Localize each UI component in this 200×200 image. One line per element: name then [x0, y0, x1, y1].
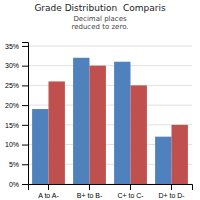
tick-mark	[22, 184, 28, 185]
tick: C+ to C-	[117, 184, 144, 199]
series	[32, 58, 171, 184]
bar	[155, 137, 171, 184]
tick: D+ to D-	[158, 184, 185, 199]
tick-mark	[130, 184, 131, 190]
tick: 20%	[5, 102, 28, 109]
tick-mark	[22, 164, 28, 165]
bar	[49, 81, 65, 184]
tick-label: 20%	[5, 102, 19, 109]
tick-mark	[22, 85, 28, 86]
bars	[32, 58, 188, 184]
tick-label: C+ to C-	[117, 192, 144, 199]
x-axis: A to A- B+ to B- C+ to C- D+ to D-	[29, 184, 193, 199]
tick-label: 10%	[5, 141, 19, 148]
tick-mark	[22, 105, 28, 106]
tick: 35%	[5, 43, 28, 50]
tick-mark	[22, 46, 28, 47]
tick: 10%	[5, 141, 28, 148]
tick-label: A to A-	[38, 192, 59, 199]
tick-label: 25%	[5, 82, 19, 89]
tick-label: 0%	[9, 181, 19, 188]
axis-line	[22, 43, 29, 185]
tick-label: 35%	[5, 43, 19, 50]
bar	[32, 109, 48, 184]
tick: 15%	[5, 122, 28, 129]
y-axis: 0% 5% 10% 15% 20% 25% 30% 35%	[5, 43, 29, 188]
tick: A to A-	[38, 184, 59, 199]
tick-mark	[22, 66, 28, 67]
chart: Grade Distribution Comparis Decimal place…	[0, 0, 200, 200]
tick: 0%	[9, 181, 28, 188]
tick-label: 15%	[5, 122, 19, 129]
tick-mark	[171, 184, 172, 190]
grid	[28, 46, 192, 184]
axis-line	[29, 185, 193, 191]
tick-label: B+ to B-	[77, 192, 103, 199]
tick-label: 30%	[5, 62, 19, 69]
tick: 30%	[5, 62, 28, 69]
tick-mark	[22, 125, 28, 126]
tick-mark	[48, 184, 49, 190]
bar	[172, 125, 188, 184]
tick: B+ to B-	[77, 184, 103, 199]
tick-label: D+ to D-	[158, 192, 185, 199]
tick-mark	[22, 145, 28, 146]
tick: 25%	[5, 82, 28, 89]
title: Grade Distribution Comparis	[34, 3, 166, 13]
grid-line	[28, 45, 192, 46]
bar	[114, 62, 130, 184]
plot: 0% 5% 10% 15% 20% 25% 30% 35% A to A- B+ to B- C+ …	[5, 43, 193, 199]
tick: 5%	[9, 161, 28, 168]
bar	[90, 66, 106, 184]
series	[49, 66, 188, 184]
tick-mark	[89, 184, 90, 190]
bar	[73, 58, 89, 184]
bar	[131, 85, 147, 184]
tick-label: 5%	[9, 161, 19, 168]
annotation: Decimal placesreduced to zero.	[71, 15, 128, 31]
grid-line	[28, 65, 192, 66]
